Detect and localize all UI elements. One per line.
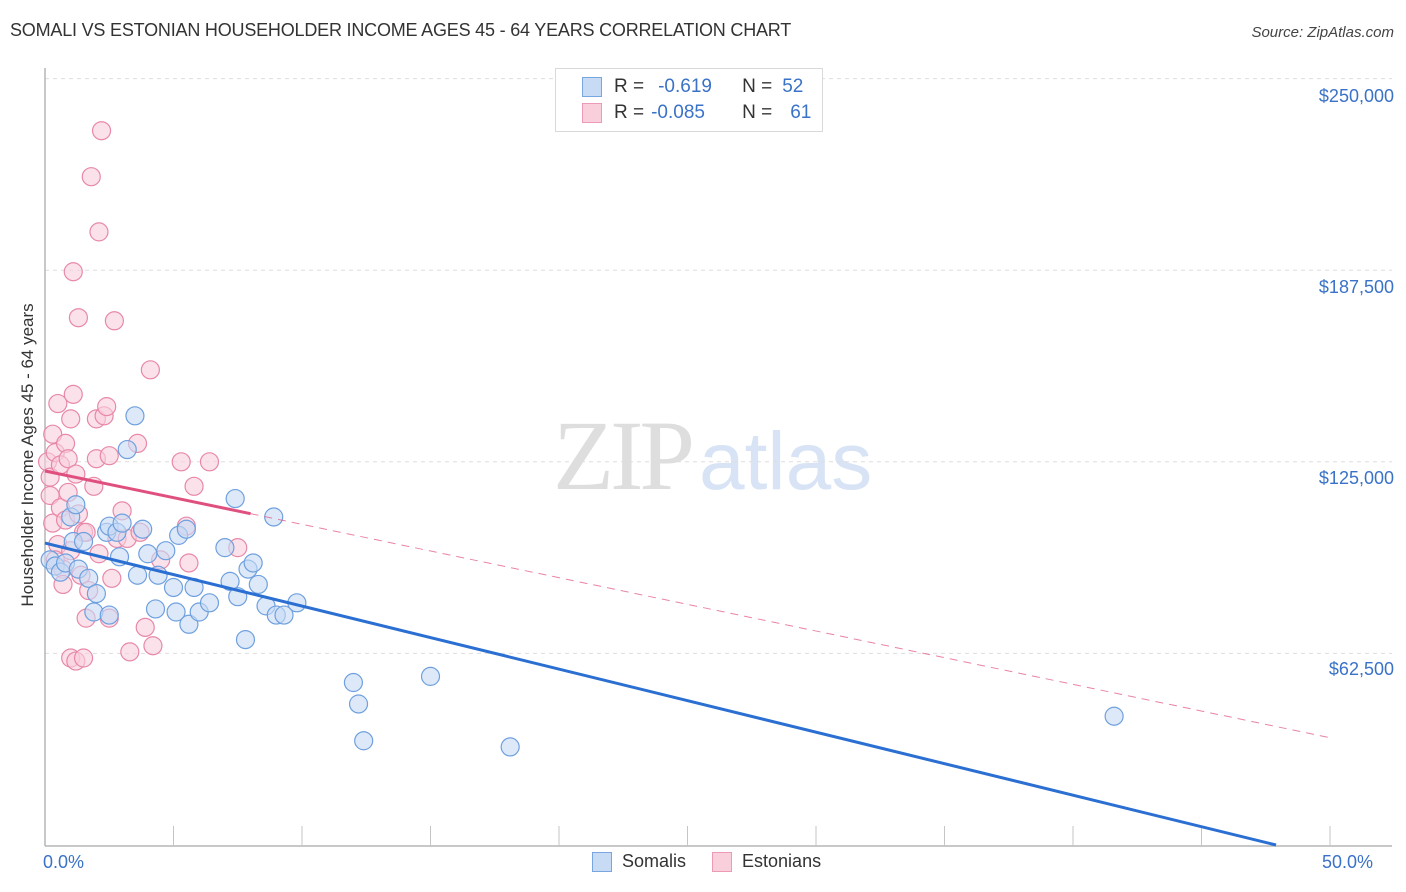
somali-data-point [73, 531, 94, 552]
somali-data-point [166, 602, 186, 622]
somali-data-point [163, 577, 184, 598]
somali-data-point [274, 605, 294, 625]
somali-data-point [176, 519, 196, 539]
watermark: ZIPatlas [553, 400, 873, 511]
series-legend: Somalis Estonians [592, 851, 847, 872]
somali-points [40, 406, 1124, 757]
estonian-data-point [89, 222, 109, 242]
somali-data-point [500, 737, 520, 757]
estonian-data-point [91, 121, 112, 141]
estonian-data-point [179, 553, 199, 573]
estonian-data-point [61, 409, 81, 429]
y-tick-125000: $125,000 [1318, 468, 1394, 488]
somali-data-point [66, 495, 86, 515]
source-label: Source: ZipAtlas.com [1251, 24, 1394, 41]
estonian-trendline-dashed [250, 513, 1331, 739]
somali-data-point [215, 538, 235, 558]
x-tick-max: 50.0% [1322, 852, 1374, 872]
y-tick-250000: $250,000 [1318, 86, 1394, 106]
somali-data-point [1104, 706, 1124, 726]
somali-data-point [138, 544, 158, 564]
somali-data-point [112, 513, 132, 533]
estonian-data-point [102, 568, 122, 588]
somali-data-point [248, 574, 268, 595]
y-tick-187500: $187,500 [1318, 277, 1394, 297]
somali-data-point [79, 568, 99, 588]
somali-trendline [44, 541, 1277, 847]
estonian-data-point [199, 452, 220, 472]
somali-data-point [133, 519, 153, 539]
estonian-swatch-icon [582, 103, 602, 123]
somali-data-point [354, 731, 374, 751]
estonian-swatch-icon [712, 851, 733, 872]
correlation-legend: R = -0.619 N = 52 R = -0.085 N = 61 [555, 68, 823, 132]
estonian-data-point [135, 617, 155, 637]
somali-swatch-icon [592, 851, 612, 872]
estonian-data-point [58, 449, 78, 469]
somali-data-point [199, 593, 220, 613]
trendlines [44, 469, 1331, 847]
estonian-trendline-solid [44, 469, 251, 516]
estonian-data-point [97, 397, 117, 417]
estonian-data-point [140, 360, 160, 380]
legend-row-estonians: R = -0.085 N = 61 [582, 101, 811, 125]
somali-data-point [145, 599, 166, 619]
estonian-data-point [99, 446, 119, 466]
estonian-data-point [104, 311, 124, 331]
somali-data-point [235, 630, 256, 650]
somali-n-value: 52 [782, 76, 804, 97]
chart-title: SOMALI VS ESTONIAN HOUSEHOLDER INCOME AG… [10, 20, 792, 40]
legend-item-somalis[interactable]: Somalis [592, 851, 686, 872]
somali-data-point [179, 614, 199, 634]
estonian-data-point [63, 384, 83, 404]
somali-data-point [84, 602, 104, 622]
estonian-data-point [81, 167, 101, 187]
estonian-data-point [66, 464, 86, 484]
estonian-data-point [184, 476, 204, 496]
estonian-data-point [48, 393, 68, 414]
estonian-r-value: -0.085 [651, 102, 705, 123]
somali-data-point [99, 605, 119, 625]
somali-data-point [117, 439, 137, 460]
somali-r-value: -0.619 [658, 76, 712, 97]
legend-row-somalis: R = -0.619 N = 52 [582, 75, 803, 99]
somali-data-point [127, 565, 148, 585]
somali-data-point [243, 553, 263, 573]
somali-data-point [156, 541, 176, 561]
somali-data-point [348, 694, 369, 714]
estonian-data-point [171, 452, 191, 472]
y-axis-label: Householder Income Ages 45 - 64 years [18, 303, 37, 607]
legend-item-estonians[interactable]: Estonians [712, 851, 821, 872]
estonian-data-point [68, 308, 89, 328]
axes [44, 68, 1392, 847]
estonian-n-value: 61 [790, 102, 812, 123]
estonian-data-point [73, 648, 94, 668]
estonian-points [37, 121, 248, 671]
estonian-data-point [63, 262, 83, 282]
somali-swatch-icon [582, 77, 602, 97]
y-tick-62500: $62,500 [1328, 659, 1394, 679]
somali-data-point [343, 672, 363, 693]
somali-data-point [125, 406, 145, 426]
x-tick-min: 0.0% [43, 852, 85, 872]
estonian-data-point [120, 642, 140, 662]
estonian-data-point [143, 636, 163, 656]
somali-data-point [420, 666, 441, 686]
somali-data-point [86, 584, 107, 604]
somali-data-point [225, 488, 245, 509]
